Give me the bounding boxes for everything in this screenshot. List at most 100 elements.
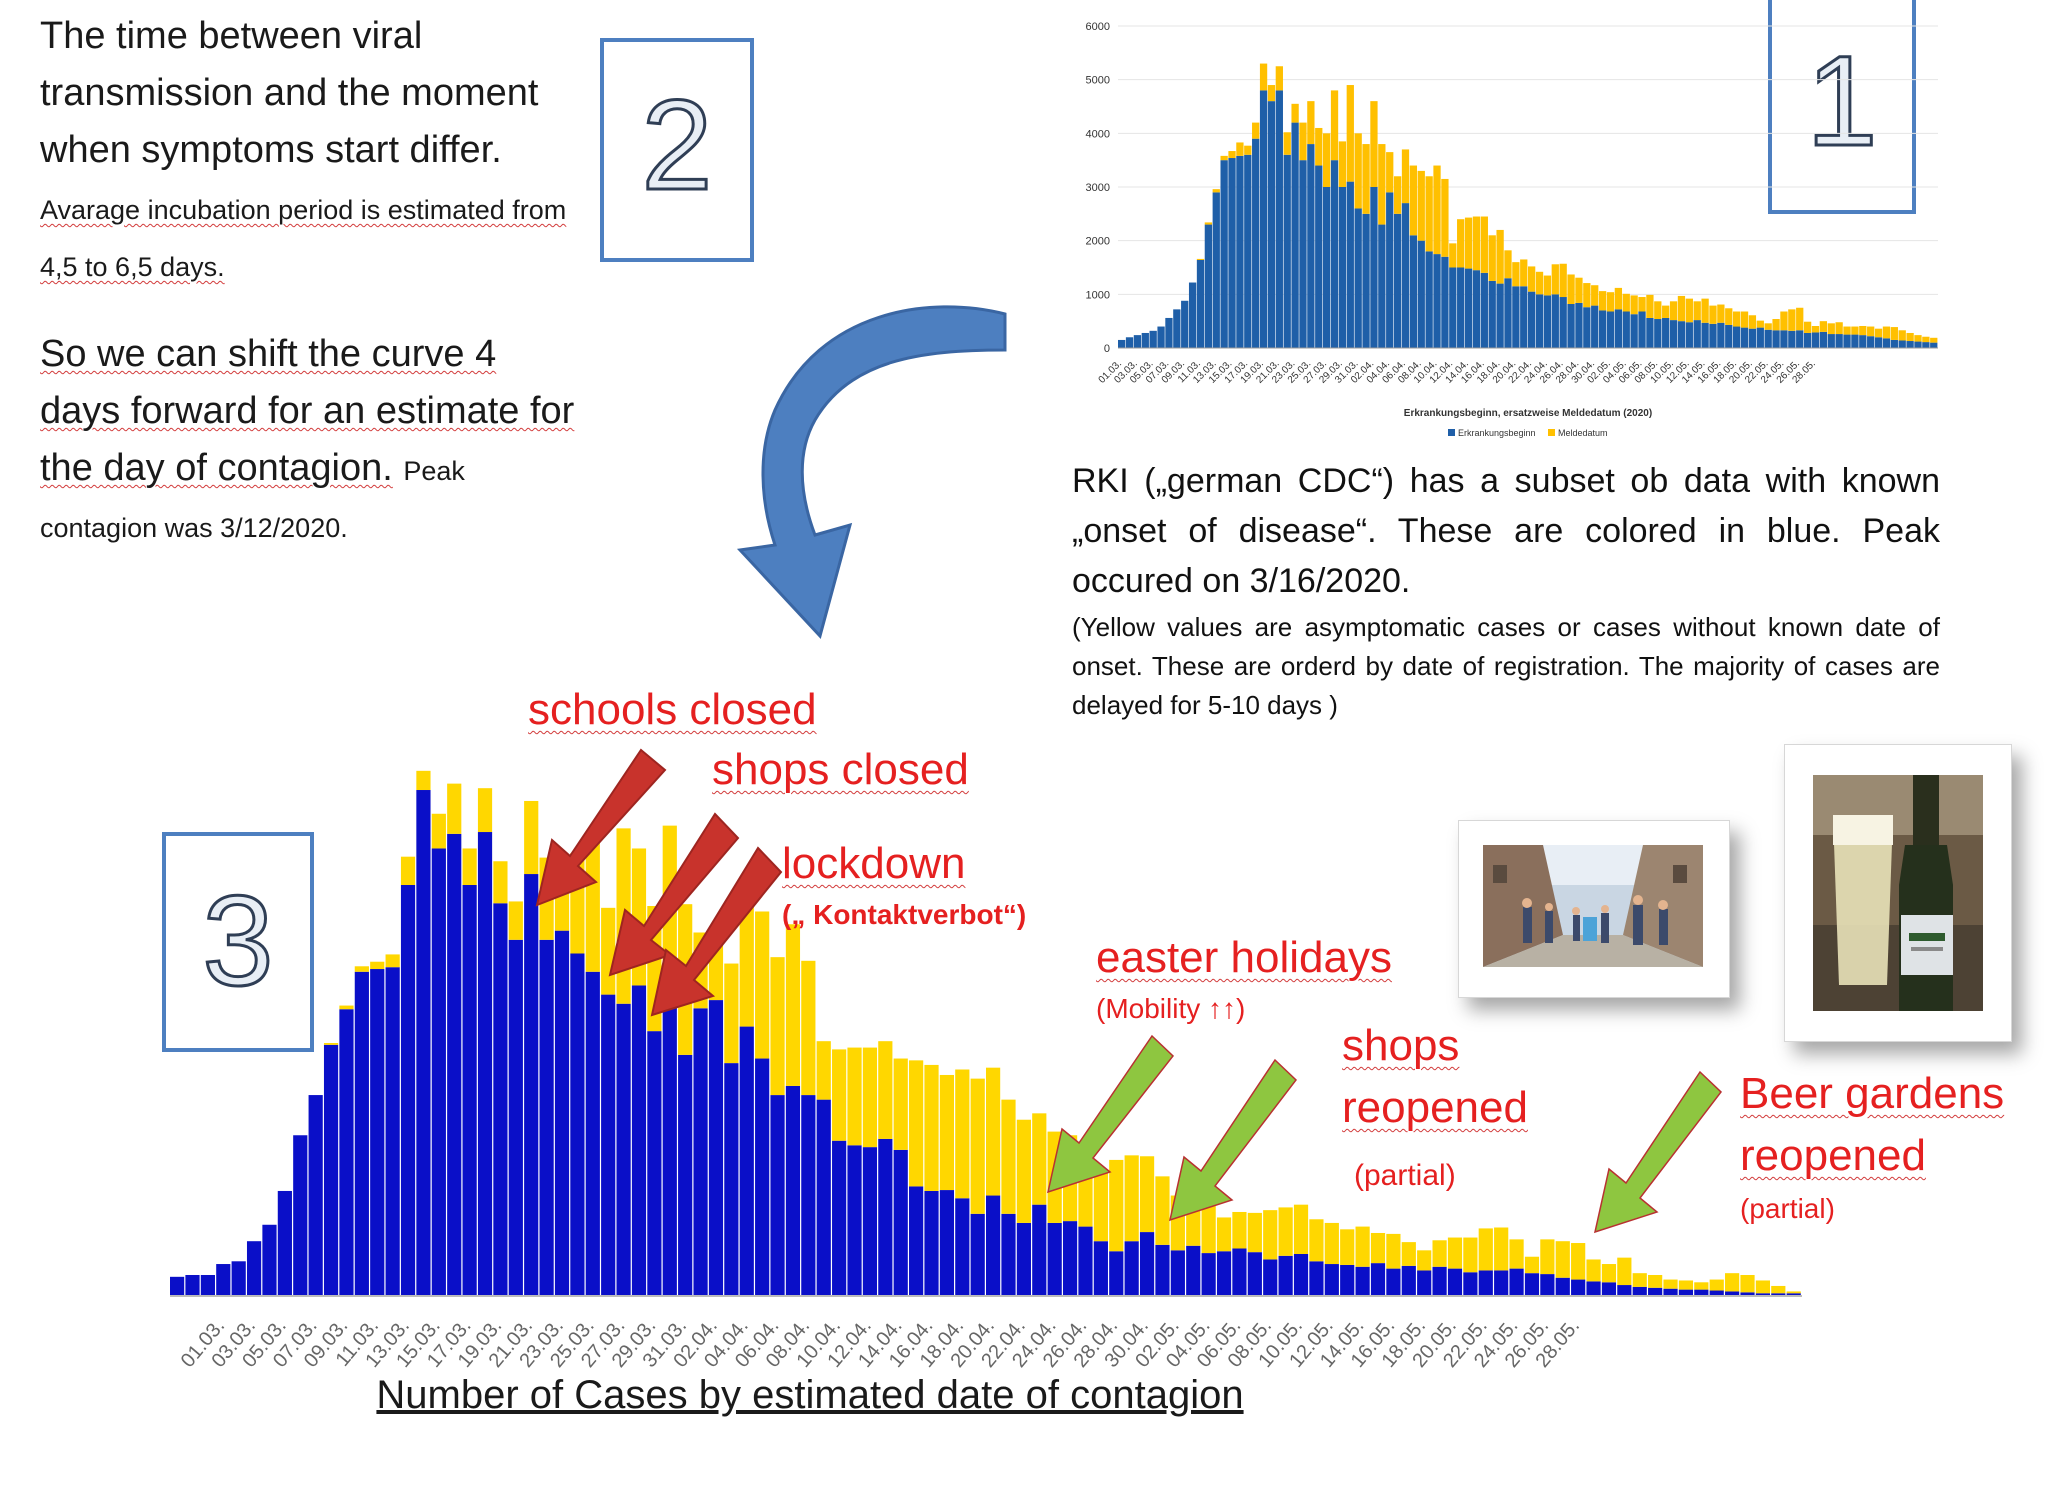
box-1: 1 [1768, 0, 1916, 214]
bottom-bar-onset [354, 971, 369, 1296]
box-2: 2 [600, 38, 754, 262]
beer-photo [1784, 744, 2012, 1042]
top-bar-reported [1819, 321, 1828, 332]
bottom-bar-reported [785, 924, 801, 1086]
bottom-bar-onset [986, 1195, 1001, 1296]
rki-onset-chart: 010002000300040005000600001.03.03.03.05.… [1086, 21, 1938, 438]
bottom-bar-reported [1740, 1274, 1755, 1293]
bottom-bar-reported [1586, 1259, 1601, 1282]
top-bar-onset [1133, 335, 1142, 348]
top-bar-reported [1685, 298, 1693, 323]
top-bar-onset [1236, 155, 1244, 348]
bottom-bar-onset [1309, 1261, 1324, 1296]
schools-closed-label: schools closed [528, 685, 817, 734]
top-bar-reported [1662, 305, 1670, 318]
top-bar-onset [1212, 192, 1220, 348]
top-bar-onset [1118, 339, 1126, 348]
bottom-bar-reported [1386, 1233, 1401, 1269]
top-bar-onset [1338, 187, 1347, 348]
top-bar-reported [1874, 328, 1883, 338]
bottom-bar-onset [1678, 1289, 1694, 1296]
bottom-bar-reported [1771, 1285, 1786, 1294]
top-bar-onset [1851, 334, 1859, 348]
easter-holidays-label: easter holidays [1096, 933, 1392, 982]
bottom-bar-reported [1109, 1159, 1124, 1252]
bottom-bar-reported [1278, 1207, 1293, 1256]
bottom-bar-onset [1432, 1266, 1447, 1296]
top-bar-onset [1898, 340, 1906, 348]
top-bar-onset [1425, 251, 1433, 348]
bottom-bar-reported [385, 954, 400, 968]
bottom-bar-onset [231, 1261, 246, 1296]
bottom-bar-reported [1401, 1242, 1416, 1266]
top-bar-reported [1827, 323, 1835, 335]
bottom-bar-onset [878, 1138, 893, 1296]
top-bar-reported [1788, 309, 1796, 331]
top-bar-onset [1780, 330, 1788, 348]
top-bar-onset [1567, 303, 1575, 348]
top-bar-onset [1433, 254, 1441, 348]
top-bar-onset [1882, 338, 1891, 348]
top-bar-reported [1843, 326, 1851, 335]
bottom-bar-onset [524, 874, 539, 1296]
bottom-bar-onset [385, 967, 400, 1296]
bottom-bar-reported [1340, 1229, 1355, 1265]
top-bar-reported [1291, 103, 1299, 123]
bottom-bar-onset [1047, 1222, 1062, 1296]
top-bar-onset [1717, 322, 1725, 348]
green-arrows [1046, 1034, 1723, 1234]
top-bar-reported [1362, 144, 1370, 214]
top-bar-reported [1575, 277, 1583, 303]
top-bar-onset [1275, 90, 1283, 349]
top-bar-onset [1890, 339, 1898, 348]
bottom-bar-onset [1201, 1253, 1216, 1296]
bottom-bar-onset [739, 1026, 754, 1296]
top-bar-onset [1922, 342, 1930, 348]
red-arrows [535, 748, 783, 1017]
top-bar-reported [1267, 85, 1276, 102]
bottom-bar-onset [1216, 1251, 1232, 1296]
bottom-bar-reported [1201, 1201, 1216, 1254]
top-bar-onset [1457, 267, 1465, 348]
top-bar-onset [1323, 187, 1331, 348]
top-bar-onset [1196, 259, 1205, 348]
bottom-bar-onset [1709, 1290, 1724, 1296]
mobility-label: (Mobility ↑↑) [1096, 993, 1246, 1024]
top-bar-onset [1520, 286, 1528, 348]
bottom-bar-reported [1478, 1228, 1493, 1271]
bottom-bar-onset [1786, 1293, 1801, 1296]
top-bar-onset [1386, 192, 1394, 348]
bottom-bar-reported [847, 1047, 862, 1146]
bottom-bar-reported [1155, 1176, 1170, 1245]
bottom-bar-onset [1663, 1288, 1678, 1296]
bottom-bar-reported [1355, 1226, 1370, 1267]
top-bar-reported [1472, 216, 1481, 271]
rki-sub-text: (Yellow values are asymptomatic cases or… [1072, 612, 1940, 720]
top-bar-reported [1480, 216, 1488, 273]
top-bar-reported [1654, 301, 1662, 320]
top-y-tick-label: 5000 [1086, 75, 1110, 87]
top-bar-onset [1654, 319, 1662, 348]
top-bar-reported [1638, 297, 1646, 312]
bottom-bar-onset [801, 1095, 816, 1296]
top-bar-reported [1220, 155, 1228, 161]
bottom-bar-reported [416, 770, 431, 791]
top-bar-onset [1378, 224, 1386, 348]
bottom-bar-reported [462, 848, 477, 885]
bottom-bar-reported [1617, 1257, 1632, 1286]
bottom-bar-reported [1648, 1274, 1663, 1288]
top-bar-onset [1764, 329, 1772, 348]
top-bar-onset [1330, 160, 1339, 348]
top-bar-reported [1796, 307, 1804, 331]
bottom-bar-reported [939, 1074, 955, 1191]
top-bar-reported [1338, 141, 1347, 187]
contagion-chart: 01.03.03.03.05.03.07.03.09.03.11.03.13.0… [170, 770, 1802, 1417]
beer-gardens-label: Beer gardens [1740, 1069, 2005, 1118]
bottom-bar-onset [1463, 1272, 1478, 1296]
top-bar-onset [1267, 101, 1276, 348]
top-bar-onset [1362, 213, 1370, 348]
shops-reopened-label-1: shops [1342, 1021, 1460, 1070]
top-bar-reported [1464, 217, 1473, 269]
top-bar-reported [1370, 101, 1378, 187]
bottom-bar-reported [1139, 1156, 1155, 1233]
